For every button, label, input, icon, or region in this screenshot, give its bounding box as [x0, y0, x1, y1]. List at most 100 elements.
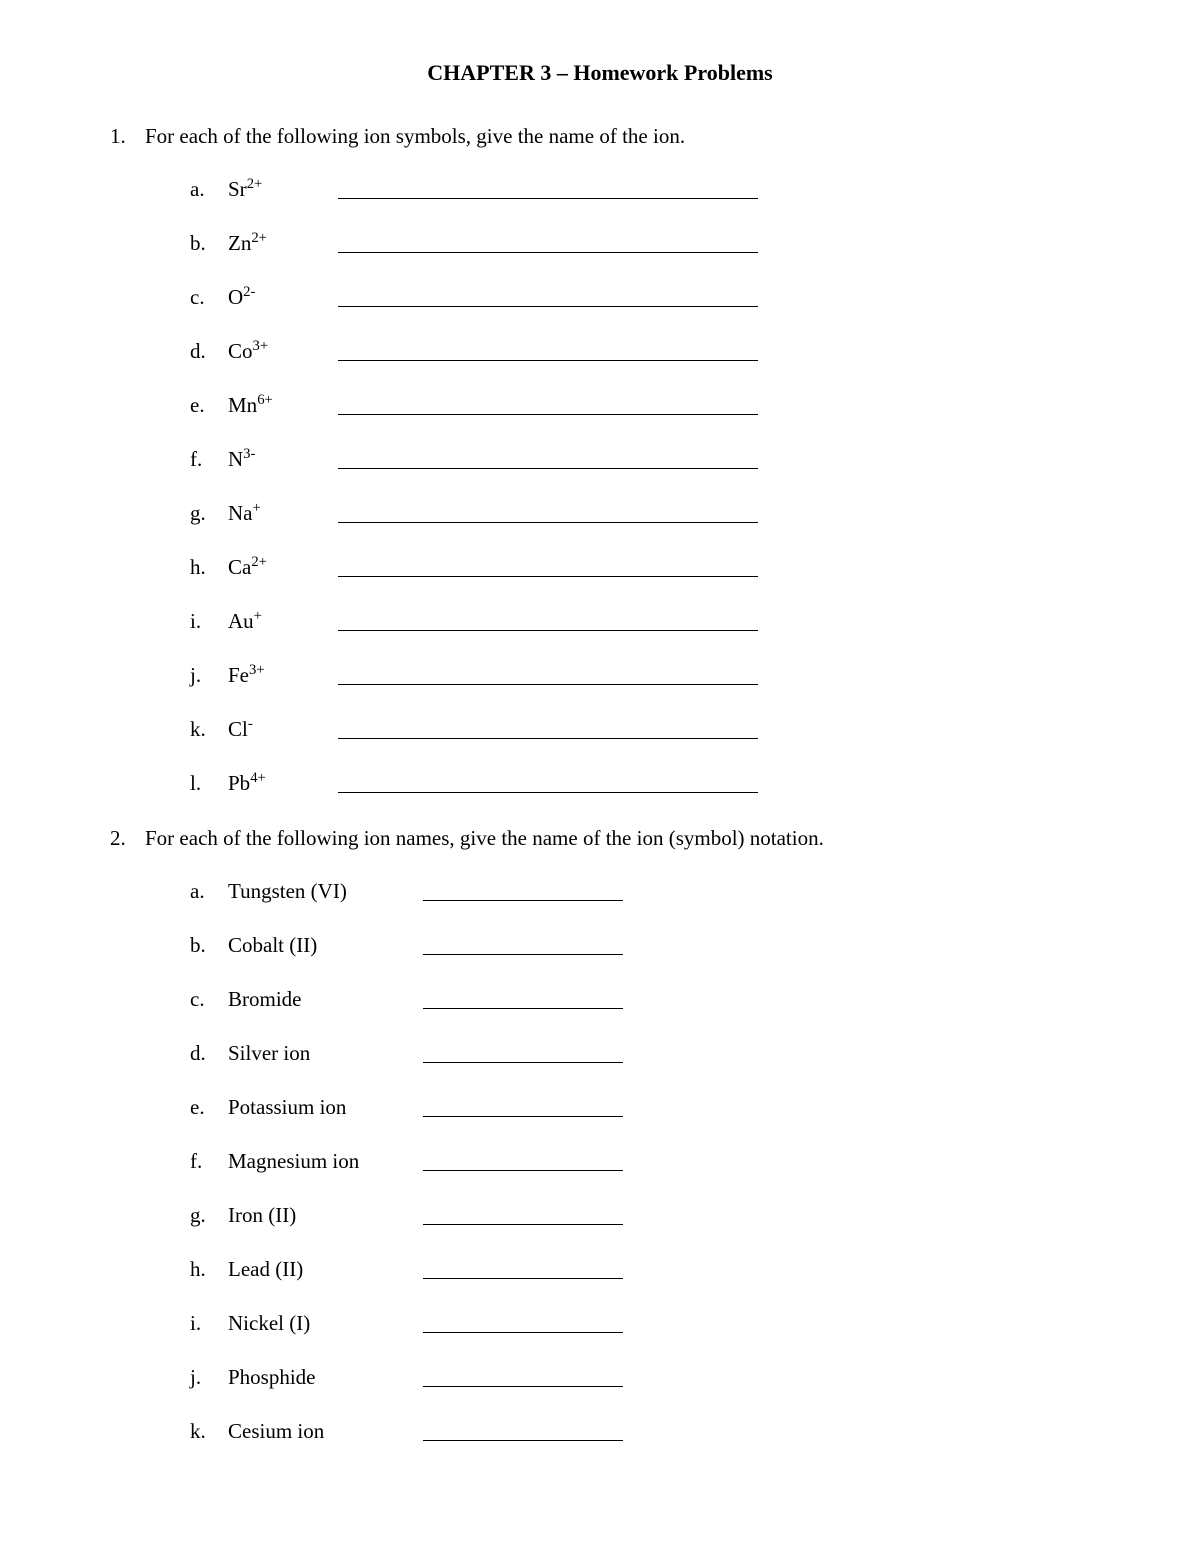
answer-blank[interactable]: [338, 791, 758, 793]
ion-base: O: [228, 285, 243, 309]
ion-charge: 3+: [253, 338, 269, 354]
item-letter: k.: [190, 717, 228, 742]
list-item: l.Pb4+: [190, 768, 1090, 796]
ion-charge: 2+: [251, 554, 267, 570]
ion-base: Sr: [228, 177, 247, 201]
answer-blank[interactable]: [423, 1331, 623, 1333]
ion-name: Lead (II): [228, 1257, 423, 1282]
item-letter: a.: [190, 177, 228, 202]
ion-symbol: Cl-: [228, 717, 338, 742]
item-letter: d.: [190, 1041, 228, 1066]
answer-blank[interactable]: [423, 953, 623, 955]
ion-charge: 4+: [250, 770, 266, 786]
ion-name: Cesium ion: [228, 1419, 423, 1444]
list-item: j.Fe3+: [190, 660, 1090, 688]
answer-blank[interactable]: [338, 467, 758, 469]
list-item: k.Cesium ion: [190, 1416, 1090, 1444]
question-2-prompt: For each of the following ion names, giv…: [145, 826, 1090, 851]
ion-name: Iron (II): [228, 1203, 423, 1228]
list-item: f.Magnesium ion: [190, 1146, 1090, 1174]
ion-charge: +: [254, 608, 262, 624]
answer-blank[interactable]: [423, 899, 623, 901]
item-letter: j.: [190, 1365, 228, 1390]
item-letter: g.: [190, 1203, 228, 1228]
list-item: h.Ca2+: [190, 552, 1090, 580]
ion-symbol: Sr2+: [228, 177, 338, 202]
ion-name: Magnesium ion: [228, 1149, 423, 1174]
item-letter: b.: [190, 231, 228, 256]
ion-symbol: N3-: [228, 447, 338, 472]
ion-charge: 2+: [247, 176, 263, 192]
answer-blank[interactable]: [423, 1385, 623, 1387]
item-letter: h.: [190, 1257, 228, 1282]
item-letter: i.: [190, 609, 228, 634]
answer-blank[interactable]: [338, 413, 758, 415]
list-item: e.Potassium ion: [190, 1092, 1090, 1120]
answer-blank[interactable]: [338, 197, 758, 199]
ion-charge: 6+: [257, 392, 273, 408]
list-item: d.Co3+: [190, 336, 1090, 364]
answer-blank[interactable]: [338, 683, 758, 685]
ion-name: Potassium ion: [228, 1095, 423, 1120]
ion-symbol: Na+: [228, 501, 338, 526]
list-item: f.N3-: [190, 444, 1090, 472]
ion-charge: 2-: [243, 284, 255, 300]
list-item: b.Zn2+: [190, 228, 1090, 256]
item-letter: f.: [190, 1149, 228, 1174]
answer-blank[interactable]: [338, 629, 758, 631]
ion-base: Zn: [228, 231, 251, 255]
ion-name: Nickel (I): [228, 1311, 423, 1336]
question-2-number: 2.: [110, 826, 145, 851]
list-item: a.Tungsten (VI): [190, 876, 1090, 904]
question-2-prompt-row: 2. For each of the following ion names, …: [110, 826, 1090, 851]
answer-blank[interactable]: [338, 251, 758, 253]
item-letter: j.: [190, 663, 228, 688]
answer-blank[interactable]: [423, 1169, 623, 1171]
question-1-number: 1.: [110, 124, 145, 149]
item-letter: l.: [190, 771, 228, 796]
answer-blank[interactable]: [338, 305, 758, 307]
ion-name: Phosphide: [228, 1365, 423, 1390]
ion-charge: -: [248, 716, 253, 732]
answer-blank[interactable]: [423, 1277, 623, 1279]
item-letter: e.: [190, 1095, 228, 1120]
ion-name: Tungsten (VI): [228, 879, 423, 904]
ion-symbol: Mn6+: [228, 393, 338, 418]
ion-symbol: Au+: [228, 609, 338, 634]
page-title: CHAPTER 3 – Homework Problems: [110, 60, 1090, 86]
question-1: 1. For each of the following ion symbols…: [110, 124, 1090, 796]
item-letter: g.: [190, 501, 228, 526]
item-letter: i.: [190, 1311, 228, 1336]
ion-charge: 3-: [243, 446, 255, 462]
ion-base: Fe: [228, 663, 249, 687]
list-item: g.Na+: [190, 498, 1090, 526]
ion-base: Pb: [228, 771, 250, 795]
list-item: b.Cobalt (II): [190, 930, 1090, 958]
answer-blank[interactable]: [423, 1223, 623, 1225]
ion-base: Ca: [228, 555, 251, 579]
answer-blank[interactable]: [338, 521, 758, 523]
answer-blank[interactable]: [338, 737, 758, 739]
ion-symbol: Zn2+: [228, 231, 338, 256]
list-item: d.Silver ion: [190, 1038, 1090, 1066]
question-1-prompt: For each of the following ion symbols, g…: [145, 124, 1090, 149]
ion-base: N: [228, 447, 243, 471]
ion-base: Co: [228, 339, 253, 363]
ion-name: Bromide: [228, 987, 423, 1012]
answer-blank[interactable]: [423, 1061, 623, 1063]
answer-blank[interactable]: [423, 1115, 623, 1117]
question-1-prompt-row: 1. For each of the following ion symbols…: [110, 124, 1090, 149]
item-letter: k.: [190, 1419, 228, 1444]
answer-blank[interactable]: [338, 575, 758, 577]
ion-symbol: O2-: [228, 285, 338, 310]
ion-base: Cl: [228, 717, 248, 741]
item-letter: e.: [190, 393, 228, 418]
list-item: h.Lead (II): [190, 1254, 1090, 1282]
answer-blank[interactable]: [338, 359, 758, 361]
answer-blank[interactable]: [423, 1007, 623, 1009]
ion-name: Silver ion: [228, 1041, 423, 1066]
answer-blank[interactable]: [423, 1439, 623, 1441]
ion-symbol: Fe3+: [228, 663, 338, 688]
item-letter: h.: [190, 555, 228, 580]
ion-base: Na: [228, 501, 253, 525]
